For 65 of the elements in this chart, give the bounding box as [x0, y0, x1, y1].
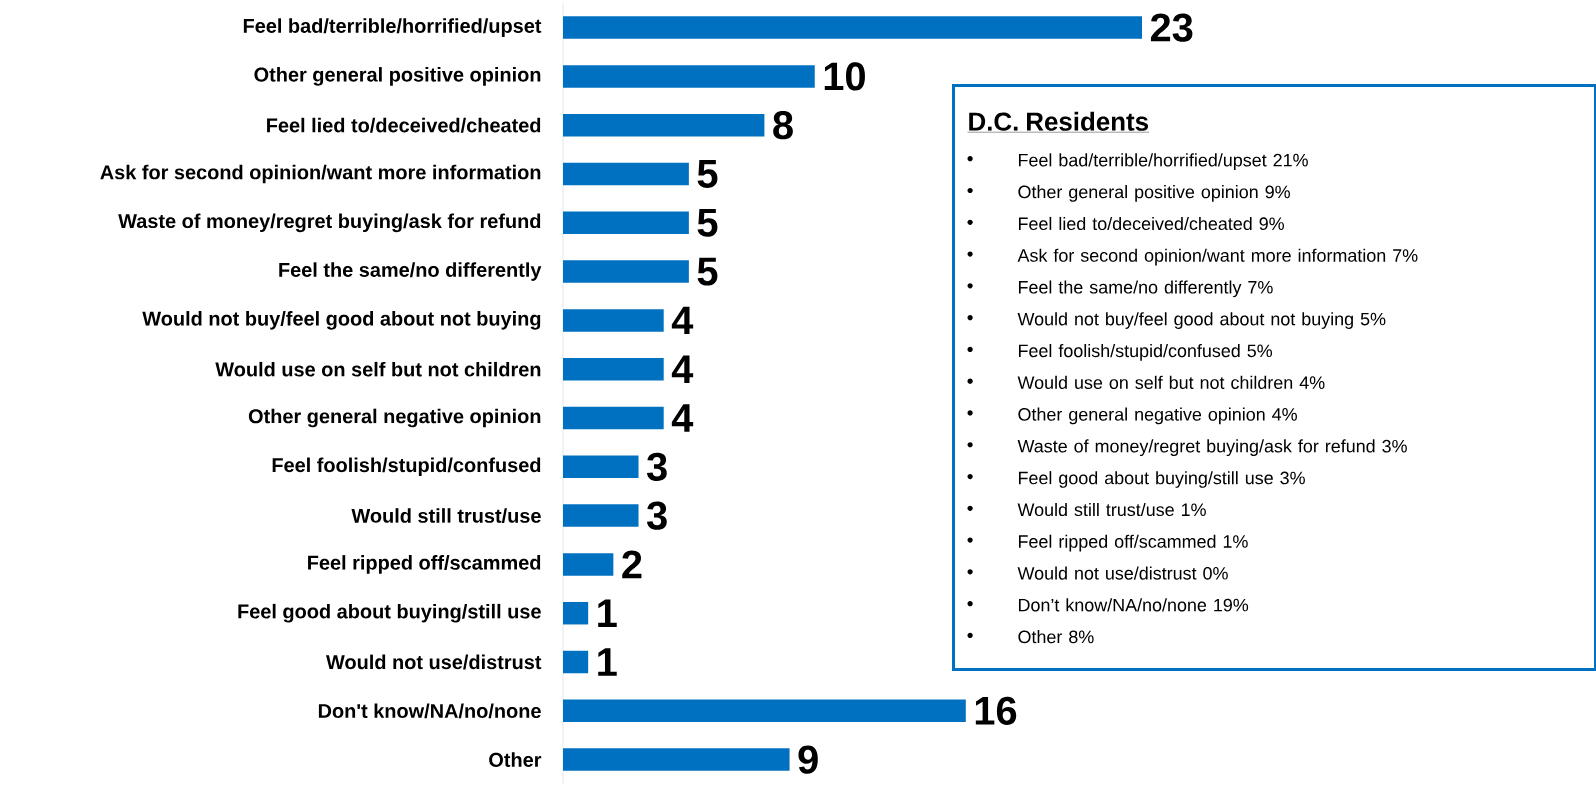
annotation: Other general positive opinion 9%: [1018, 185, 1290, 202]
bar: [563, 309, 664, 332]
annotation: Feel bad/terrible/horrified/upset 21%: [1018, 153, 1308, 171]
bar: [563, 113, 765, 137]
y-tick-label: Would not buy/feel good about not buying: [142, 311, 541, 330]
data-label: 5: [697, 257, 718, 286]
bar: [563, 65, 815, 88]
bar: [563, 406, 664, 430]
annotation: Feel foolish/stupid/confused 5%: [1018, 344, 1273, 361]
y-tick-label: Feel ripped off/scammed: [308, 555, 541, 574]
bar: [563, 211, 689, 235]
annotation: Other general negative opinion 4%: [1018, 407, 1297, 425]
y-tick-label: Other general negative opinion: [248, 408, 541, 428]
annotation: Would not use/distrust 0%: [1017, 566, 1228, 580]
data-label: 2: [622, 550, 642, 579]
data-label: 8: [773, 111, 793, 140]
annotation: Feel lied to/deceived/cheated 9%: [1018, 216, 1284, 231]
y-tick-label: Feel foolish/stupid/confused: [272, 457, 541, 477]
y-tick-label: Would use on self but not children: [215, 361, 541, 377]
y-tick-label: Feel good about buying/still use: [238, 603, 541, 623]
y-tick-label: Ask for second opinion/want more information: [100, 164, 541, 184]
data-label: 16: [975, 696, 1017, 725]
bar: [563, 357, 664, 381]
data-label: 4: [671, 355, 694, 383]
annotation: Feel the same/no differently 7%: [1018, 280, 1273, 298]
bar: [563, 650, 589, 674]
data-label: 4: [671, 404, 694, 432]
y-tick-label: Other general positive opinion: [254, 67, 541, 86]
bar: [563, 455, 639, 479]
data-label: 4: [671, 306, 694, 335]
data-label: 10: [824, 62, 865, 91]
bar: [563, 162, 689, 186]
y-tick-label: Waste of money/regret buying/ask for refund: [118, 213, 541, 233]
y-tick-label: Feel lied to/deceived/cheated: [267, 117, 541, 133]
y-tick-label: Other: [489, 752, 542, 767]
annotation: Ask for second opinion/want more information 7%: [1017, 248, 1418, 266]
data-label: 23: [1150, 13, 1193, 42]
data-label: 1: [598, 648, 617, 676]
bar: [563, 16, 1143, 39]
annotation: Other 8%: [1018, 630, 1094, 644]
annotation: Don’t know/NA/no/none 19%: [1018, 598, 1249, 612]
annotation: Waste of money/regret buying/ask for refund 3%: [1017, 439, 1407, 457]
bar: [563, 504, 639, 527]
bar: [563, 748, 790, 771]
data-label: 3: [646, 452, 667, 481]
bar: [563, 601, 589, 625]
data-label: 1: [598, 599, 617, 627]
data-label: 5: [697, 208, 718, 237]
annotation: Feel good about buying/still use 3%: [1018, 471, 1305, 488]
annotation: Would still trust/use 1%: [1017, 502, 1206, 517]
y-tick-label: Would still trust/use: [351, 508, 541, 524]
bar: [563, 553, 614, 576]
y-tick-label: Feel bad/terrible/horrified/upset: [243, 18, 542, 37]
data-label: 5: [697, 160, 718, 188]
y-tick-label: Feel the same/no differently: [279, 262, 542, 281]
annotation: Feel ripped off/scammed 1%: [1018, 534, 1248, 552]
data-label: 9: [798, 745, 818, 774]
y-tick-label: Don't know/NA/no/none: [318, 703, 541, 719]
bar: [563, 699, 966, 723]
data-label: 3: [646, 501, 667, 530]
annotation: Would use on self but not children 4%: [1017, 375, 1325, 389]
annotation: Would not buy/feel good about not buying 5%: [1017, 312, 1386, 329]
y-tick-label: Would not use/distrust: [326, 654, 542, 670]
annotation: D.C. Residents: [969, 111, 1149, 131]
bar: [563, 260, 689, 283]
